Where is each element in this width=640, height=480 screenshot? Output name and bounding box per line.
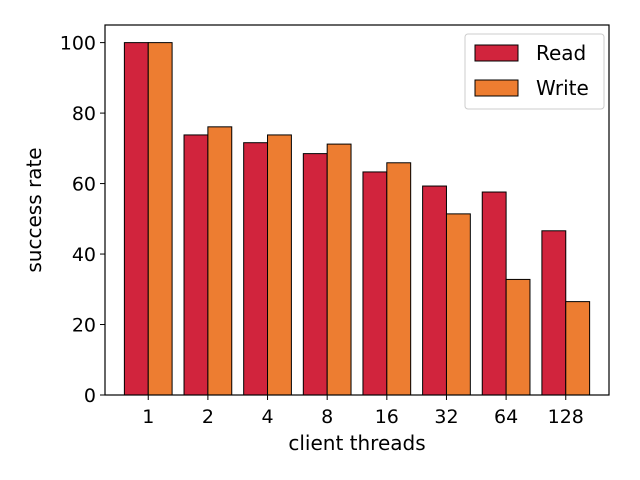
x-tick-label-8: 8 xyxy=(321,406,333,428)
bar-write-2 xyxy=(207,126,233,396)
bar-read-1 xyxy=(123,42,149,396)
bars-layer xyxy=(123,42,591,396)
x-tick-label-64: 64 xyxy=(494,406,518,428)
bar-write-1 xyxy=(147,42,173,396)
y-axis-label: success rate xyxy=(22,147,46,272)
plot-frame xyxy=(104,24,610,396)
legend-label-read: Read xyxy=(536,41,586,65)
bar-read-128 xyxy=(541,230,567,396)
bar-read-8 xyxy=(302,153,328,396)
bar-write-8 xyxy=(326,143,352,396)
x-tick-label-128: 128 xyxy=(548,406,584,428)
y-tick-label-40: 40 xyxy=(72,244,96,266)
y-tick-label-80: 80 xyxy=(72,103,96,125)
legend-label-write: Write xyxy=(536,76,589,100)
y-tick-label-100: 100 xyxy=(60,33,96,55)
bar-write-16 xyxy=(386,162,412,396)
bar-write-64 xyxy=(505,278,531,396)
y-tick-label-0: 0 xyxy=(84,385,96,407)
y-tick-label-60: 60 xyxy=(72,174,96,196)
ticks-layer: 1 2 4 8 16 32 64 128 0 20 40 60 80 100 xyxy=(60,33,584,428)
x-tick-label-1: 1 xyxy=(142,406,154,428)
legend-swatch-read xyxy=(474,44,519,62)
x-tick-label-16: 16 xyxy=(375,406,399,428)
x-tick-label-4: 4 xyxy=(261,406,273,428)
legend-swatch-write xyxy=(474,79,519,97)
bar-read-16 xyxy=(362,171,388,396)
x-tick-label-2: 2 xyxy=(202,406,214,428)
bar-write-4 xyxy=(267,134,292,396)
bar-read-64 xyxy=(481,191,507,396)
bar-read-32 xyxy=(422,185,447,396)
bar-write-128 xyxy=(565,301,591,396)
bar-read-4 xyxy=(243,142,269,396)
x-axis-label: client threads xyxy=(288,431,425,455)
bar-write-32 xyxy=(445,213,471,396)
bar-read-2 xyxy=(183,134,209,396)
y-tick-label-20: 20 xyxy=(72,315,96,337)
legend: Read Write xyxy=(464,33,605,110)
x-tick-label-32: 32 xyxy=(434,406,458,428)
